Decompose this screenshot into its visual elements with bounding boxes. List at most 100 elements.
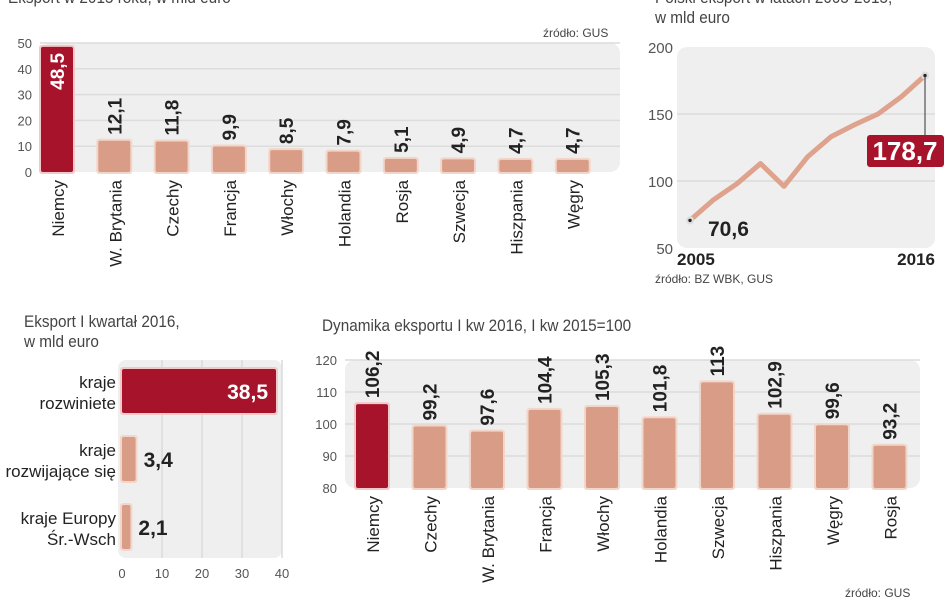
chart1-bar <box>155 141 188 172</box>
chart3-xtick-label: 10 <box>155 566 169 581</box>
chart4-bar <box>413 426 446 488</box>
chart1-value-label: 48,5 <box>48 52 69 89</box>
chart1-value-label: 9,9 <box>220 114 241 140</box>
chart3-xtick-label: 40 <box>275 566 289 581</box>
chart1-ytick-label: 0 <box>25 165 32 180</box>
chart1-bar <box>270 150 303 172</box>
chart4-ytick-label: 80 <box>323 481 337 496</box>
chart4-bar <box>873 445 906 488</box>
chart4-value-label: 93,2 <box>881 403 902 440</box>
chart2-plot-area <box>677 47 935 248</box>
chart1-ytick-label: 20 <box>18 113 32 128</box>
chart4-ytick-label: 120 <box>315 353 337 368</box>
chart1-category-label: Holandia <box>336 179 355 247</box>
chart1-category-label: W. Brytania <box>106 179 125 266</box>
chart2-title: Polski eksport w latach 2005-2015, w mld… <box>655 0 892 27</box>
chart1-ytick-label: 50 <box>18 36 32 51</box>
chart4-bar <box>816 425 848 488</box>
chart1-value-label: 5,1 <box>392 126 413 153</box>
chart1-category-label: Niemcy <box>49 180 68 237</box>
chart2-annotation-box <box>867 135 944 167</box>
chart4-category-label: Czechy <box>422 496 441 553</box>
chart1-category-label: Szwecja <box>450 179 469 243</box>
chart3-title: Eksport I kwartał 2016, w mld euro <box>24 312 180 351</box>
chart4-category-label: Francja <box>537 495 556 552</box>
chart3-category-label: kraje <box>79 373 116 392</box>
chart3-xtick-label: 0 <box>118 566 125 581</box>
chart3-value-label: 38,5 <box>227 381 268 404</box>
chart1-value-label: 11,8 <box>163 100 184 136</box>
chart4-bar <box>356 404 388 488</box>
chart4-category-label: Szwecja <box>709 495 728 559</box>
chart1-value-label: 4,9 <box>449 127 470 153</box>
chart1-value-label: 12,1 <box>105 97 126 134</box>
chart1-ytick-label: 10 <box>18 139 32 154</box>
chart1-title: Eksport w 2015 roku, w mld euro <box>8 0 231 8</box>
chart4-title: Dynamika eksportu I kw 2016, I kw 2015=1… <box>322 316 632 335</box>
chart2-ytick-label: 100 <box>648 174 673 191</box>
chart1-bar <box>499 159 532 172</box>
chart2-xtick-label: 2016 <box>897 250 935 269</box>
chart1-category-label: Francja <box>221 179 240 236</box>
chart1-ytick-label: 40 <box>18 62 32 77</box>
chart1-bar <box>442 159 475 172</box>
chart3-bar <box>122 369 276 413</box>
chart4-category-label: Holandia <box>652 495 671 563</box>
chart4-ytick-label: 110 <box>316 385 337 400</box>
chart1-category-label: Włochy <box>278 180 297 236</box>
chart2-ytick-label: 50 <box>656 241 673 258</box>
chart1-bar <box>41 46 73 173</box>
chart4-category-label: Hiszpania <box>767 495 786 570</box>
chart4-value-label: 106,2 <box>363 351 384 399</box>
chart1-value-label: 8,5 <box>277 117 298 144</box>
chart1-ytick-label: 30 <box>18 88 32 103</box>
chart2-ytick-label: 200 <box>648 40 673 57</box>
chart4-ytick-label: 90 <box>323 449 337 464</box>
chart4-category-label: Włochy <box>594 496 613 552</box>
chart3-xtick-label: 20 <box>195 566 209 581</box>
chart4-category-label: Niemcy <box>364 496 383 553</box>
chart3-value-label: 2,1 <box>138 517 168 540</box>
chart1-category-label: Czechy <box>164 180 183 237</box>
chart3-category-label: rozwijające się <box>5 462 116 481</box>
chart3-bar <box>122 437 136 481</box>
chart3-category-label: Śr.-Wsch <box>47 530 116 549</box>
chart1-source: źródło: GUS <box>543 26 609 40</box>
chart3-category-label: kraje <box>79 441 116 460</box>
chart1-bar <box>212 146 245 172</box>
chart3-xtick-label: 30 <box>235 566 249 581</box>
chart1-value-label: 4,7 <box>564 127 585 153</box>
chart4-value-label: 99,6 <box>823 382 844 419</box>
chart4-bar <box>701 382 733 488</box>
chart2-source: źródło: BZ WBK, GUS <box>655 272 774 286</box>
chart1-bar <box>556 159 589 172</box>
chart3-value-label: 3,4 <box>144 449 174 472</box>
chart1-category-label: Hiszpania <box>507 179 526 254</box>
chart4-bar <box>471 431 503 488</box>
chart1-bar <box>327 151 360 172</box>
chart1-bar <box>384 158 417 172</box>
chart4-bar <box>643 418 676 488</box>
chart4-category-label: Węgry <box>824 496 843 546</box>
chart2-series-line <box>688 73 927 223</box>
chart2-ytick-label: 150 <box>648 107 673 124</box>
chart4-value-label: 104,4 <box>536 356 557 404</box>
chart3-category-label: kraje Europy <box>21 509 117 528</box>
chart2-xtick-label: 2005 <box>677 250 715 269</box>
chart3-bar <box>122 505 131 549</box>
chart4-category-label: Rosja <box>882 495 901 539</box>
chart1-value-label: 7,9 <box>335 119 356 145</box>
chart2-annotation-end: 178,7 <box>872 136 937 166</box>
chart4-value-label: 105,3 <box>593 353 614 401</box>
chart4-category-label: W. Brytania <box>479 495 498 582</box>
chart4-value-label: 99,2 <box>421 384 442 421</box>
chart2-annotation-start: 70,6 <box>708 218 749 241</box>
chart4-value-label: 97,6 <box>478 389 499 426</box>
chart1-value-label: 4,7 <box>506 127 527 153</box>
chart1-category-label: Rosja <box>393 179 412 223</box>
chart4-value-label: 113 <box>708 346 729 377</box>
chart1-category-label: Węgry <box>565 180 584 230</box>
chart4-bar <box>528 409 561 488</box>
chart2-point <box>688 218 692 223</box>
chart4-bar <box>586 407 618 488</box>
